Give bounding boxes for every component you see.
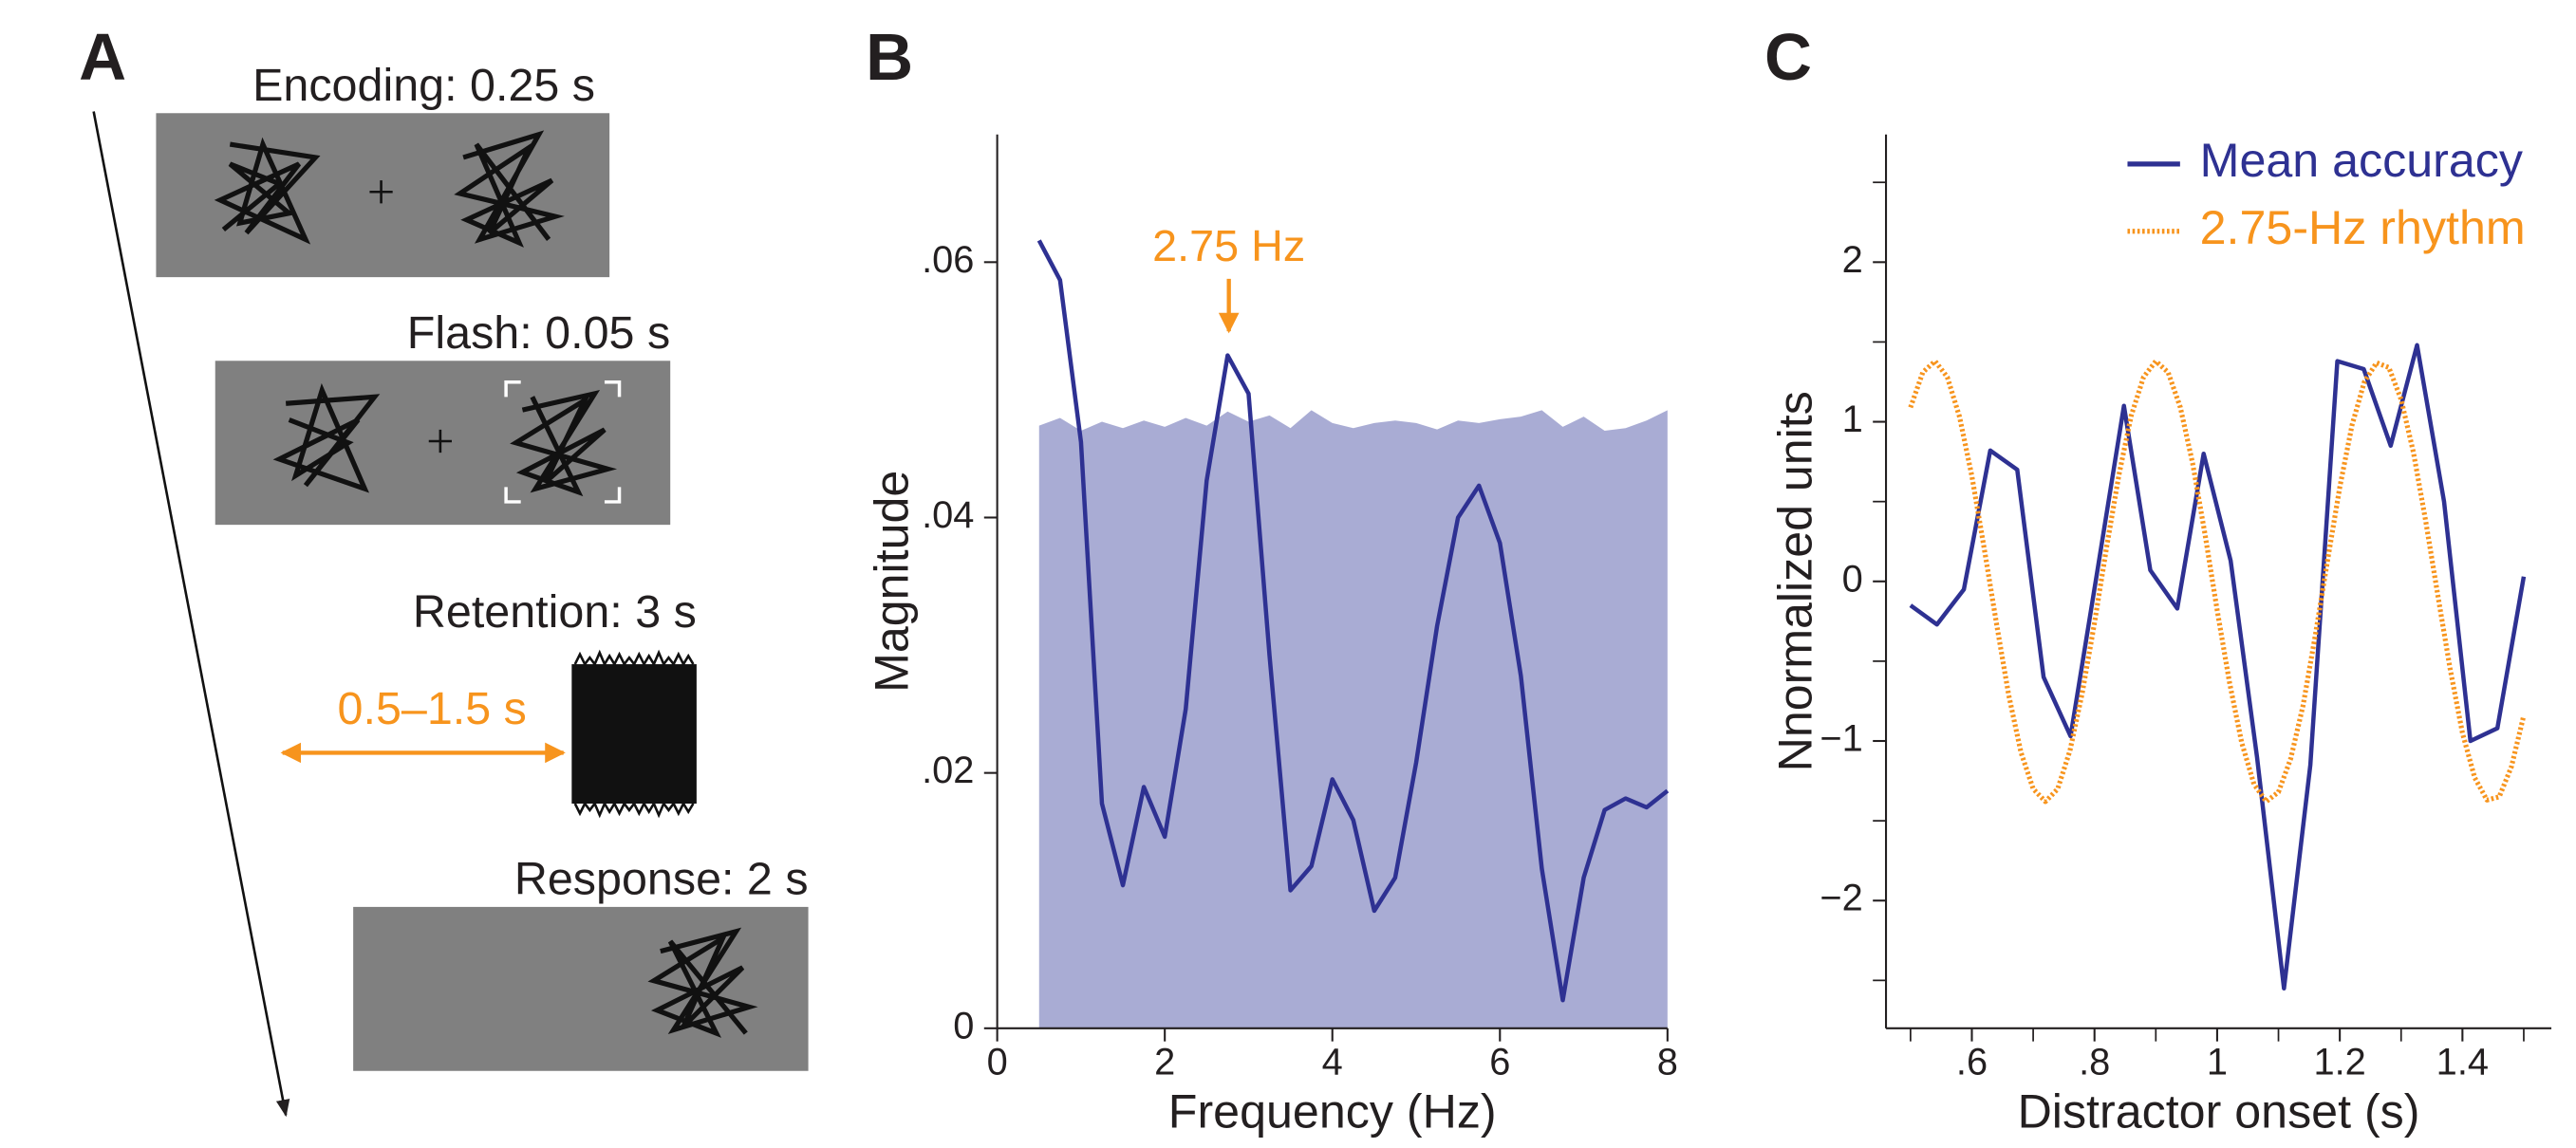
x-tick-label: 6 [1489,1041,1510,1083]
panel-label: A [79,20,126,94]
panel-label: C [1764,20,1812,94]
x-tick-label: 8 [1657,1041,1678,1083]
x-tick-label: 4 [1322,1041,1343,1083]
flash-screen [215,361,671,526]
stimulus [454,130,565,248]
y-tick-label: .02 [922,750,974,791]
stage-label: Response: 2 s [514,854,809,905]
y-tick-label: −1 [1820,718,1862,760]
x-tick-label: .8 [2079,1041,2110,1083]
stimulus [647,927,758,1038]
stage-label: Flash: 0.05 s [407,307,670,359]
panel-label: B [866,20,913,94]
y-tick-label: .04 [922,494,974,536]
y-tick-label: 0 [953,1005,974,1046]
distractor-noise [571,664,697,804]
y-tick-label: 2 [1842,239,1863,281]
stimulus [272,382,381,493]
y-axis-label: Magnitude [866,471,919,693]
encoding-screen [156,113,610,278]
stage-label: Encoding: 0.25 s [252,60,595,111]
flash-frame [504,380,622,504]
peak-annotation: 2.75 Hz [1152,221,1305,270]
stimulus [510,389,618,497]
x-tick-label: 0 [987,1041,1008,1083]
series-line [1909,343,2527,991]
x-tick-label: 1.4 [2436,1041,2489,1083]
series-line [1908,359,2527,805]
x-tick-label: .6 [1956,1041,1988,1083]
y-tick-label: −2 [1820,878,1862,919]
time-arrow [92,111,290,1118]
x-tick-label: 2 [1154,1041,1175,1083]
fixation [428,429,452,454]
stage-label: Retention: 3 s [413,586,697,638]
series-line [1036,239,1670,1003]
x-axis-label: Distractor onset (s) [2018,1085,2420,1139]
stimulus [214,137,321,245]
y-tick-label: .06 [922,239,974,281]
y-axis-label: Nnormalized units [1769,391,1822,771]
y-tick-label: 1 [1842,398,1863,440]
jitter-label: 0.5–1.5 s [338,683,527,734]
threshold-area [1038,410,1668,1028]
x-tick-label: 1 [2207,1041,2228,1083]
fixation [369,180,393,204]
y-tick-label: 0 [1842,558,1863,600]
legend-label: 2.75-Hz rhythm [2200,201,2526,254]
response-screen [353,906,809,1071]
legend-label: Mean accuracy [2200,134,2523,187]
noise-edge [573,649,695,819]
x-axis-label: Frequency (Hz) [1168,1085,1497,1139]
x-tick-label: 1.2 [2313,1041,2365,1083]
trial-diagram [92,111,809,1118]
